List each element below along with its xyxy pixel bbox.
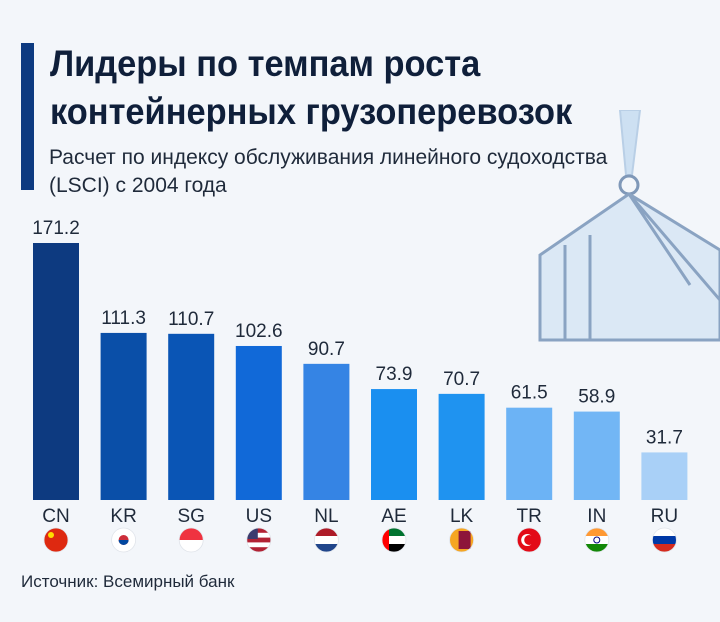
category-label: RU (651, 506, 678, 527)
category-label: US (246, 506, 272, 527)
bar-SG (168, 333, 215, 500)
source-note: Источник: Всемирный банк (21, 572, 235, 591)
bar-NL (303, 363, 350, 500)
flag-china-icon (43, 527, 69, 553)
flag-russia-icon (652, 527, 677, 553)
flag-uae-icon (381, 527, 407, 553)
flag-sri-lanka-icon (449, 527, 475, 553)
bar-IN (573, 411, 620, 500)
flag-south-korea-icon (111, 527, 136, 553)
bar-US (235, 345, 282, 500)
crane-container-illustration (538, 110, 720, 342)
data-label: 171.2 (32, 218, 80, 239)
bar-AE (371, 389, 417, 500)
category-label: KR (110, 506, 136, 527)
category-label: AE (381, 506, 406, 527)
data-label: 58.9 (578, 387, 615, 408)
data-label: 70.7 (443, 369, 480, 390)
chart-subtitle: Расчет по индексу обслуживания линейного… (49, 146, 608, 197)
data-label: 111.3 (101, 308, 146, 329)
flag-usa-icon (246, 527, 272, 553)
category-label: CN (42, 506, 69, 527)
bar-LK (438, 393, 485, 500)
data-label: 31.7 (646, 427, 683, 448)
title-accent-bar (21, 43, 34, 190)
bar-KR (100, 332, 147, 500)
flag-india-icon (584, 527, 610, 553)
bar-RU (641, 452, 688, 500)
chart-title: Лидеры по темпам роста контейнерных груз… (50, 43, 573, 132)
data-label: 61.5 (511, 383, 548, 404)
data-label: 110.7 (168, 309, 214, 330)
flag-netherlands-icon (313, 527, 339, 553)
category-label: TR (517, 506, 542, 527)
bar-chart: 171.2 CN 111.3 KR 110.7 SG 102.6 US 90.7 NL 73.9 AE… (32, 218, 688, 553)
data-label: 102.6 (235, 321, 283, 342)
category-label: IN (587, 506, 606, 527)
bar-CN (33, 243, 79, 500)
data-label: 90.7 (308, 339, 345, 360)
category-label: SG (177, 506, 204, 527)
bar-TR (506, 407, 553, 500)
flag-singapore-icon (178, 527, 204, 553)
category-label: NL (314, 506, 338, 527)
category-label: LK (450, 506, 474, 527)
data-label: 73.9 (376, 364, 413, 385)
flag-turkey-icon (516, 527, 542, 553)
